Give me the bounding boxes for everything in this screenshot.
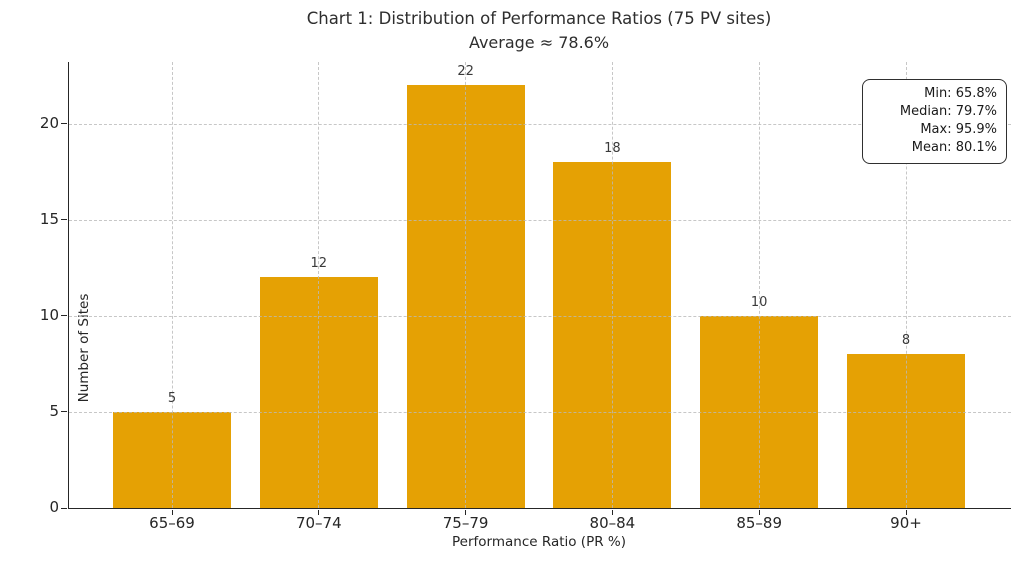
x-tick-label: 65–69: [149, 514, 195, 532]
stat-median: Median: 79.7%: [899, 104, 997, 119]
x-axis-label: Performance Ratio (PR %): [452, 534, 626, 550]
y-tick-label: 0: [49, 498, 59, 516]
h-gridline: [69, 315, 1011, 317]
chart-title: Chart 1: Distribution of Performance Rat…: [306, 9, 772, 28]
plot-area: Number of Sites 0 5 10 15 20 5 65–69 12 70–74 22 7…: [40, 62, 1011, 532]
y-tick-mark: [61, 411, 67, 413]
x-tick-label: 85–89: [736, 514, 783, 532]
y-tick-mark: [61, 219, 67, 221]
x-tick-mark: [465, 510, 467, 515]
bar-value-label: 10: [750, 294, 768, 310]
h-gridline: [69, 219, 1011, 221]
y-tick-mark: [61, 315, 67, 317]
h-gridline: [69, 123, 1011, 125]
v-gridline: [171, 62, 173, 508]
bar-value-label: 5: [167, 390, 177, 406]
y-tick-label: 15: [39, 209, 59, 228]
v-gridline: [758, 62, 760, 508]
v-gridline: [905, 62, 907, 508]
chart-subtitle: Average ≈ 78.6%: [468, 33, 610, 52]
y-axis-label: Number of Sites: [76, 293, 92, 403]
x-tick-label: 90+: [890, 514, 922, 532]
x-tick-label: 80–84: [589, 514, 636, 532]
stat-max: Max: 95.9%: [920, 122, 997, 137]
y-tick-label: 20: [39, 113, 59, 132]
bar-value-label: 18: [604, 140, 621, 156]
v-gridline: [611, 62, 613, 508]
v-gridline: [318, 62, 320, 508]
y-tick-mark: [61, 507, 67, 509]
x-tick-mark: [171, 510, 173, 515]
x-tick-label: 75–79: [442, 514, 489, 532]
h-gridline: [69, 411, 1011, 413]
y-tick-label: 5: [49, 401, 59, 420]
stats-annotation-box: Min: 65.8% Median: 79.7% Max: 95.9% Mean…: [862, 79, 1007, 164]
x-tick-mark: [611, 510, 613, 515]
chart-title-block: Chart 1: Distribution of Performance Rat…: [68, 7, 1010, 55]
bar-value-label: 12: [310, 256, 328, 272]
y-tick-label: 10: [39, 305, 59, 324]
x-tick-mark: [905, 510, 907, 515]
x-tick-mark: [318, 510, 320, 515]
y-tick-mark: [61, 123, 67, 125]
stat-mean: Mean: 80.1%: [911, 140, 997, 155]
v-gridline: [465, 62, 467, 508]
bar-value-label: 8: [901, 333, 911, 349]
stat-min: Min: 65.8%: [924, 86, 997, 101]
bar-value-label: 22: [457, 64, 474, 80]
x-tick-label: 70–74: [295, 514, 342, 532]
x-tick-mark: [758, 510, 760, 515]
